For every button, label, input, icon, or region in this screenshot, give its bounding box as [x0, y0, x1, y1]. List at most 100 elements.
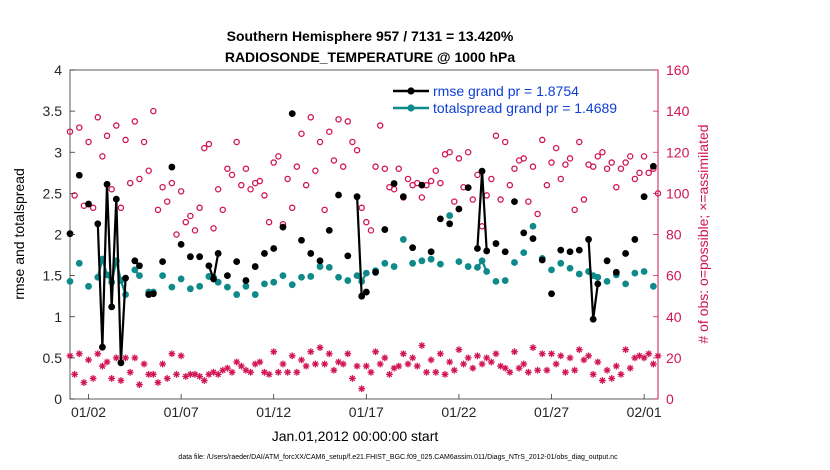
assimilated-obs-point	[99, 362, 106, 370]
rmse-point	[640, 193, 648, 201]
possible-obs-point	[511, 165, 518, 172]
asterisk-stroke	[233, 359, 240, 365]
possible-obs-point	[339, 163, 347, 170]
asterisk-stroke	[270, 348, 277, 355]
asterisk-stroke	[99, 363, 106, 369]
y-tick-label: 2	[54, 227, 62, 243]
assimilated-obs-point	[464, 354, 472, 362]
rmse-point	[108, 303, 116, 311]
asterisk-stroke	[645, 350, 652, 357]
asterisk-stroke	[155, 379, 161, 386]
possible-obs-point	[381, 165, 389, 172]
possible-obs-point	[89, 204, 97, 212]
assimilated-obs-point	[367, 368, 375, 376]
asterisk-stroke	[349, 375, 356, 382]
totalspread-point	[66, 277, 74, 285]
chart-title-line2: RADIOSONDE_TEMPERATURE @ 1000 hPa	[225, 49, 516, 65]
asterisk-stroke	[465, 355, 472, 361]
asterisk-stroke	[178, 352, 184, 359]
possible-obs-point	[363, 218, 370, 226]
assimilated-obs-point	[145, 370, 153, 378]
rmse-point	[112, 195, 120, 203]
totalspread-point	[270, 278, 278, 286]
possible-obs-point	[446, 148, 453, 156]
possible-obs-point	[645, 169, 652, 177]
asterisk-stroke	[534, 367, 541, 374]
asterisk-stroke	[280, 361, 286, 367]
possible-obs-point	[330, 157, 338, 164]
possible-obs-point	[529, 163, 537, 170]
asterisk-stroke	[446, 359, 453, 365]
rmse-point	[344, 252, 352, 260]
possible-obs-point	[599, 148, 606, 156]
possible-obs-point	[367, 227, 375, 234]
rmse-point	[75, 171, 83, 179]
rmse-point	[631, 236, 639, 243]
totalspread-point	[409, 259, 417, 267]
totalspread-point	[242, 282, 250, 290]
assimilated-obs-point	[325, 350, 333, 358]
asterisk-stroke	[145, 371, 152, 378]
assimilated-obs-point	[381, 354, 389, 362]
assimilated-obs-point	[506, 368, 514, 376]
y2-tick-label: 120	[666, 144, 690, 160]
y-tick-label: 0.5	[43, 350, 63, 366]
rmse-point	[279, 223, 287, 231]
y2-tick-label: 40	[666, 309, 682, 325]
possible-obs-point	[265, 218, 273, 226]
possible-obs-point	[566, 155, 574, 162]
totalspread-point	[196, 282, 204, 290]
rmse-point	[436, 215, 444, 223]
assimilated-obs-point	[469, 364, 477, 372]
asterisk-stroke	[409, 355, 416, 361]
assimilated-obs-point	[224, 364, 231, 372]
asterisk-stroke	[164, 375, 171, 382]
asterisk-stroke	[414, 363, 421, 369]
rmse-point	[214, 250, 222, 257]
assimilated-obs-point	[321, 360, 329, 368]
rmse-point	[99, 343, 106, 351]
assimilated-obs-point	[163, 375, 171, 382]
plot-area	[69, 69, 659, 400]
assimilated-obs-point	[251, 360, 259, 368]
rmse-point	[316, 257, 324, 265]
possible-obs-point	[307, 114, 315, 121]
possible-obs-point	[353, 146, 361, 154]
assimilated-obs-point	[395, 362, 403, 370]
asterisk-stroke	[483, 355, 490, 361]
possible-obs-point	[191, 227, 199, 234]
possible-obs-point	[247, 186, 254, 193]
possible-obs-point	[613, 183, 620, 191]
asterisk-stroke	[636, 352, 643, 359]
totalspread-point	[159, 272, 166, 280]
possible-obs-point	[196, 204, 203, 212]
possible-obs-point	[187, 212, 194, 220]
assimilated-obs-point	[270, 348, 278, 356]
assimilated-obs-point	[149, 370, 157, 378]
possible-obs-point	[631, 175, 639, 183]
rmse-point	[362, 288, 370, 296]
possible-obs-point	[150, 107, 157, 115]
possible-obs-point	[622, 159, 629, 166]
asterisk-stroke	[539, 350, 546, 357]
asterisk-stroke	[581, 357, 587, 363]
assimilated-obs-point	[219, 366, 227, 374]
totalspread-point	[335, 273, 342, 281]
totalspread-point	[399, 236, 407, 243]
asterisk-stroke	[113, 355, 120, 361]
assimilated-obs-point	[562, 368, 569, 376]
asterisk-stroke	[201, 377, 208, 384]
assimilated-obs-point	[580, 356, 588, 364]
possible-obs-point	[108, 186, 115, 193]
y-tick-label: 3	[54, 144, 62, 160]
asterisk-stroke	[159, 361, 166, 367]
asterisk-stroke	[423, 369, 430, 376]
possible-obs-point	[525, 198, 532, 205]
asterisk-stroke	[395, 363, 402, 369]
assimilated-obs-point	[131, 354, 139, 362]
rmse-point	[210, 275, 217, 283]
possible-obs-point	[455, 155, 463, 162]
possible-obs-point	[154, 206, 162, 214]
legend-rmse-label: rmse grand pr = 1.8754	[433, 83, 579, 99]
assimilated-obs-point	[645, 350, 653, 358]
